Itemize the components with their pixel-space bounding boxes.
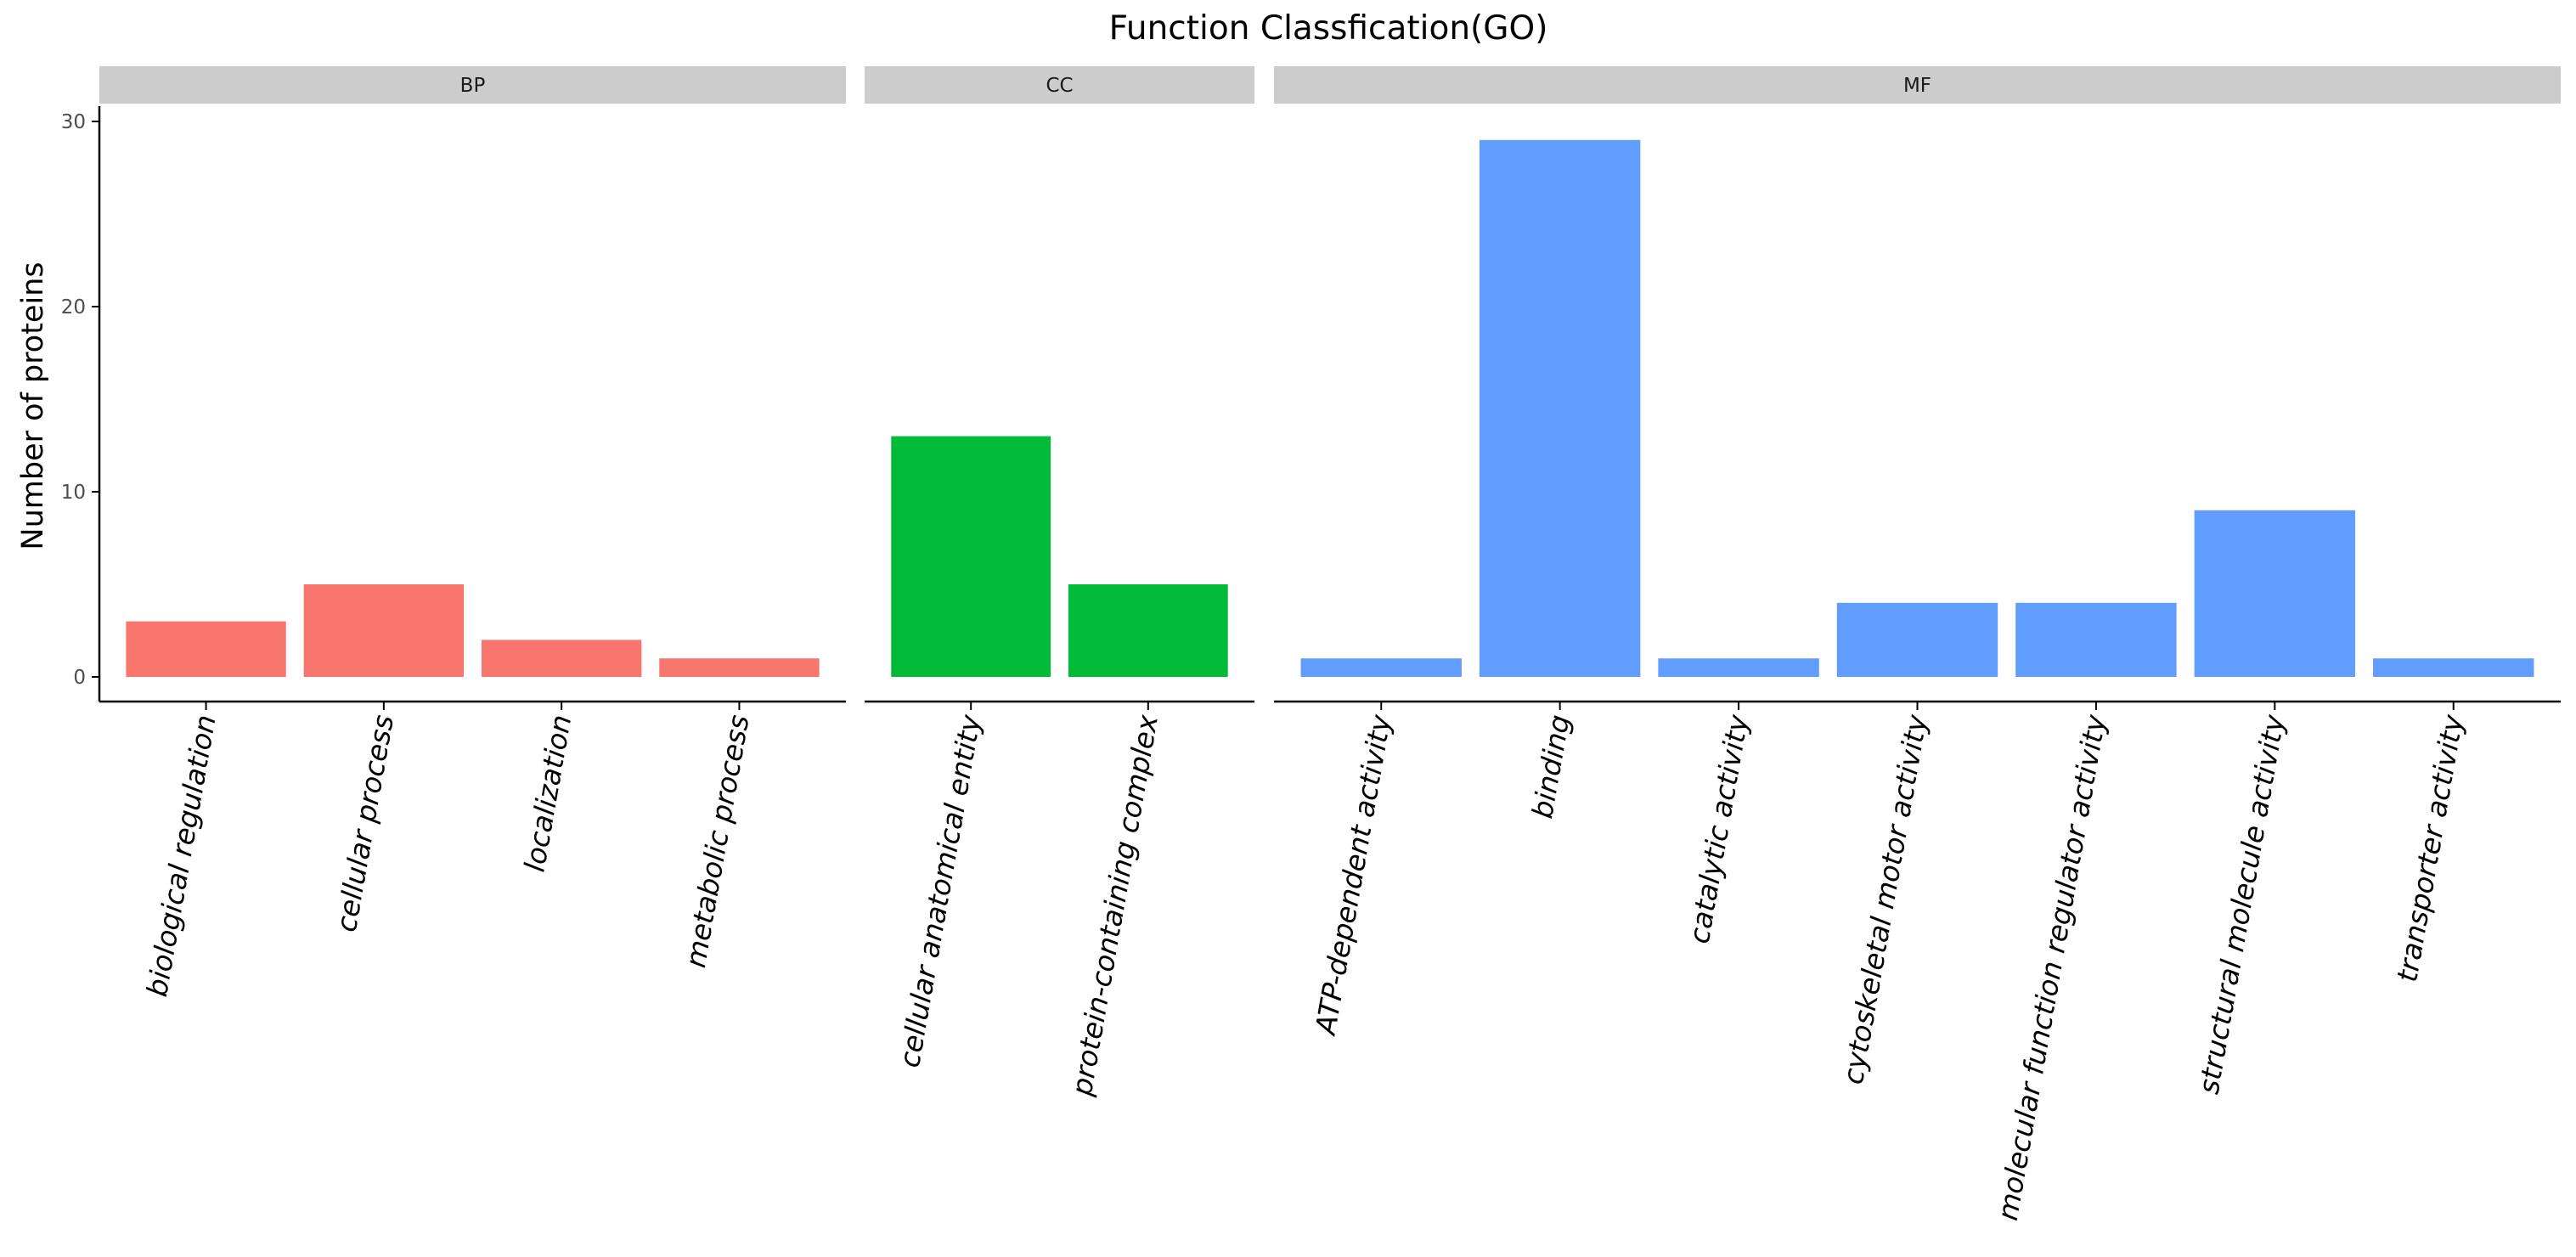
y-tick-label: 20: [61, 296, 86, 318]
x-tick-label: ATP-dependent activity: [1309, 712, 1398, 1038]
x-tick-label: localization: [517, 713, 578, 875]
bar: [1836, 602, 1998, 677]
y-tick-label: 10: [61, 482, 86, 504]
chart-title: Function Classfication(GO): [1109, 9, 1548, 48]
bar: [1479, 139, 1641, 678]
facet-strip-label: CC: [1046, 75, 1073, 97]
facet-strip-label: BP: [460, 75, 486, 97]
x-tick-label: cytoskeletal motor activity: [1836, 712, 1934, 1086]
bar: [2015, 602, 2177, 677]
bar: [481, 640, 642, 677]
bar: [891, 436, 1051, 677]
facet-panels: BP biological regulation cellular process l…: [61, 66, 2561, 1223]
facet-strip-label: MF: [1903, 75, 1931, 97]
facet-strip: [99, 66, 846, 104]
facet-strip: [1274, 66, 2561, 104]
y-tick-label: 30: [61, 111, 86, 133]
bar: [1068, 584, 1228, 677]
x-tick-label: structural molecule activity: [2192, 712, 2291, 1096]
x-tick-label: catalytic activity: [1683, 712, 1756, 946]
x-tick-label: cellular anatomical entity: [893, 712, 988, 1070]
bar: [2373, 658, 2534, 677]
bar: [1658, 658, 1819, 677]
facet-panel-mf: MF ATP-dependent activity binding catalytic…: [1274, 66, 2561, 1223]
x-tick-label: cellular process: [330, 713, 400, 935]
x-tick-label: protein-containing complex: [1065, 712, 1165, 1099]
facet-panel-bp: BP biological regulation cellular process l…: [61, 66, 846, 999]
bar: [2194, 510, 2356, 677]
x-tick-label: molecular function regulator activity: [1991, 712, 2112, 1223]
y-axis-label: Number of proteins: [16, 262, 50, 550]
facet-strip: [865, 66, 1254, 104]
facet-panel-cc: CC cellular anatomical entity protein-cont…: [865, 66, 1254, 1099]
x-tick-label: binding: [1525, 713, 1576, 821]
x-tick-label: biological regulation: [140, 713, 223, 1000]
bar: [1300, 658, 1462, 677]
bar: [303, 584, 465, 677]
x-tick-label: transporter activity: [2390, 712, 2470, 984]
bar: [659, 658, 820, 677]
x-tick-label: metabolic process: [679, 713, 756, 970]
y-tick-label: 0: [73, 667, 86, 689]
bar: [126, 621, 286, 677]
